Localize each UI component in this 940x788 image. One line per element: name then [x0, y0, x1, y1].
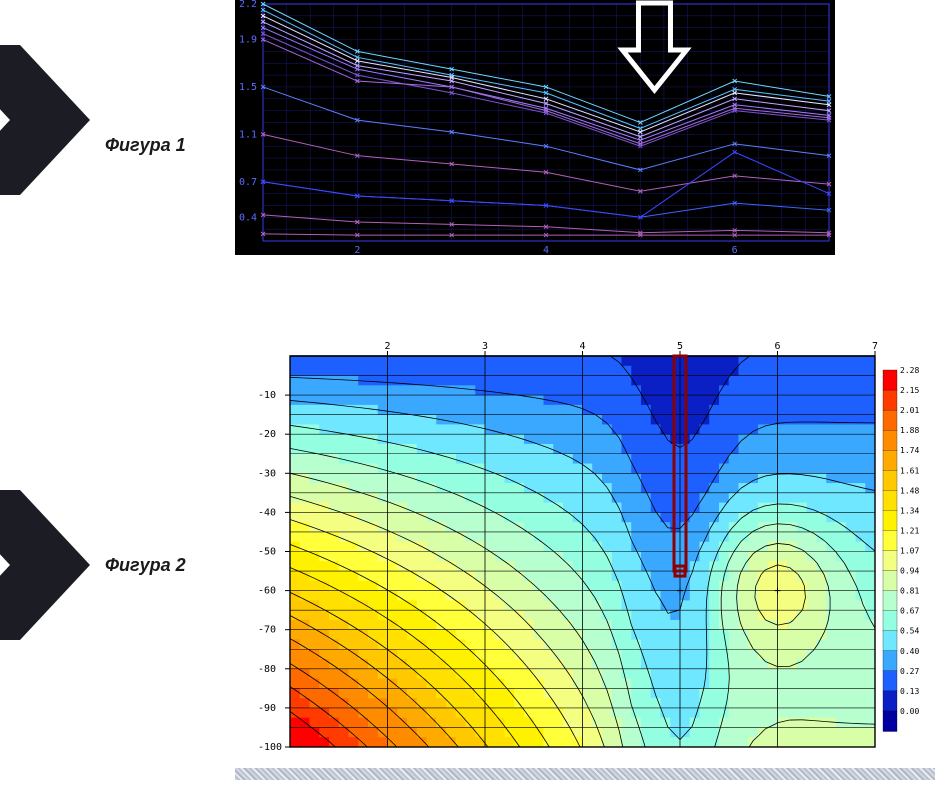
svg-text:-20: -20: [258, 429, 276, 440]
svg-text:4: 4: [580, 341, 586, 352]
svg-text:-80: -80: [258, 664, 276, 675]
pointer-chevron-1: [0, 45, 90, 195]
svg-text:2: 2: [385, 341, 391, 352]
figure2-label: Фигура 2: [105, 555, 186, 576]
svg-text:1.61: 1.61: [900, 466, 919, 475]
svg-text:2.28: 2.28: [900, 366, 919, 375]
svg-text:2.15: 2.15: [900, 386, 919, 395]
svg-text:0.67: 0.67: [900, 607, 919, 616]
svg-text:6: 6: [775, 341, 781, 352]
svg-text:2.01: 2.01: [900, 406, 919, 415]
svg-text:7: 7: [872, 341, 878, 352]
svg-text:0.40: 0.40: [900, 647, 919, 656]
svg-text:1.34: 1.34: [900, 506, 919, 515]
svg-text:-90: -90: [258, 703, 276, 714]
figure2-contourmap: 2 3 4 5 6 7 -10 -20 -30 -40 -50 -60 -70 -80 -90 -100 2.2…: [235, 338, 935, 753]
svg-text:1.9: 1.9: [239, 35, 257, 46]
svg-text:2: 2: [354, 245, 360, 255]
svg-text:-10: -10: [258, 390, 276, 401]
svg-text:-100: -100: [258, 742, 282, 753]
svg-text:0.7: 0.7: [239, 177, 257, 188]
svg-text:0.94: 0.94: [900, 567, 919, 576]
svg-text:0.27: 0.27: [900, 667, 919, 676]
svg-text:0.00: 0.00: [900, 707, 919, 716]
svg-text:-50: -50: [258, 547, 276, 558]
svg-text:5: 5: [677, 341, 683, 352]
svg-text:-60: -60: [258, 586, 276, 597]
svg-text:3: 3: [482, 341, 488, 352]
svg-text:0.81: 0.81: [900, 587, 919, 596]
svg-text:1.07: 1.07: [900, 547, 919, 556]
pointer-chevron-2: [0, 490, 90, 640]
svg-text:6: 6: [732, 245, 738, 255]
svg-text:0.13: 0.13: [900, 687, 919, 696]
svg-text:1.48: 1.48: [900, 486, 919, 495]
svg-text:1.21: 1.21: [900, 526, 919, 535]
svg-text:0.4: 0.4: [239, 212, 257, 223]
svg-text:-70: -70: [258, 625, 276, 636]
svg-text:1.88: 1.88: [900, 426, 919, 435]
svg-text:4: 4: [543, 245, 549, 255]
svg-text:-40: -40: [258, 507, 276, 518]
svg-text:0.54: 0.54: [900, 627, 919, 636]
svg-text:1.74: 1.74: [900, 446, 919, 455]
svg-text:1.1: 1.1: [239, 129, 257, 140]
svg-text:2.2: 2.2: [239, 0, 257, 10]
figure1-linechart: 0.4 0.7 1.1 1.5 1.9 2.2 2 4 6: [235, 0, 835, 255]
svg-text:-30: -30: [258, 468, 276, 479]
figure1-label: Фигура 1: [105, 135, 186, 156]
noise-strip: [235, 768, 935, 780]
svg-text:1.5: 1.5: [239, 82, 257, 93]
